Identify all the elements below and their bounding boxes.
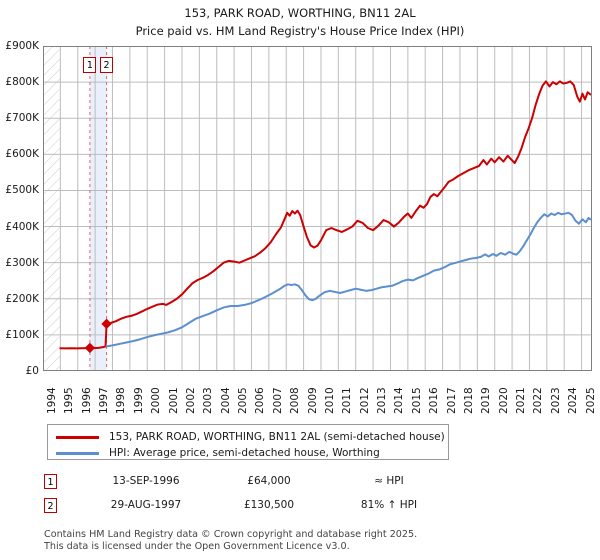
x-tick-label: 2010 — [323, 387, 336, 414]
transaction-date: 29-AUG-1997 — [110, 499, 182, 511]
sale-marker-lines — [89, 46, 108, 371]
footer-line-2: This data is licensed under the Open Gov… — [44, 540, 350, 552]
footer-attribution: Contains HM Land Registry data © Crown c… — [44, 529, 584, 552]
x-tick-label: 2001 — [167, 387, 180, 414]
plot-border — [43, 46, 592, 371]
chart-title-block: 153, PARK ROAD, WORTHING, BN11 2AL Price… — [0, 0, 600, 40]
transaction-hpi-delta: ≈ HPI — [374, 475, 404, 487]
x-tick-label: 1999 — [132, 387, 145, 414]
x-tick-label: 1994 — [46, 387, 58, 414]
x-tick-label: 2002 — [184, 387, 197, 414]
sale-point-markers — [84, 318, 112, 354]
y-tick-label: £300K — [5, 256, 39, 269]
x-tick-label: 2013 — [376, 387, 389, 414]
x-tick-label: 1995 — [63, 387, 76, 414]
x-tick-label: 2025 — [584, 387, 597, 414]
x-tick-label: 2019 — [480, 387, 493, 414]
x-tick-label: 2024 — [567, 387, 580, 414]
x-tick-label: 2021 — [515, 387, 528, 414]
x-tick-label: 2000 — [150, 387, 163, 414]
page-title: 153, PARK ROAD, WORTHING, BN11 2AL — [184, 6, 416, 20]
x-axis: 1994 1995 1996 1997 1998 1999 2000 2001 2002 2003… — [43, 374, 597, 416]
legend-label: HPI: Average price, semi-detached house,… — [109, 447, 380, 459]
legend-label: 153, PARK ROAD, WORTHING, BN11 2AL (semi… — [109, 431, 445, 443]
legend-entry: HPI: Average price, semi-detached house,… — [48, 444, 380, 462]
y-tick-label: £500K — [5, 184, 39, 197]
x-tick-label: 2014 — [393, 387, 406, 414]
table-row[interactable]: 2 29-AUG-1997 £130,500 81% ↑ HPI — [44, 496, 464, 520]
x-tick-label: 2007 — [271, 387, 284, 414]
x-tick-label: 2003 — [202, 387, 215, 414]
x-tick-label: 2022 — [532, 387, 545, 414]
transaction-index-badge[interactable]: 1 — [44, 474, 57, 489]
line-swatch-price — [56, 435, 99, 439]
sale-flag-2[interactable]: 2 — [100, 57, 114, 73]
x-tick-label: 2004 — [219, 387, 232, 414]
x-tick-label: 2011 — [341, 387, 354, 414]
y-tick-label: £200K — [5, 292, 39, 305]
footer-line-1: Contains HM Land Registry data © Crown c… — [44, 529, 418, 540]
x-tick-label: 2006 — [254, 387, 267, 414]
chart-series-lines — [59, 80, 592, 350]
page-subtitle: Price paid vs. HM Land Registry's House … — [135, 24, 465, 38]
y-tick-label: £0 — [25, 365, 39, 377]
y-tick-label: £100K — [5, 328, 39, 341]
sale-flag-1[interactable]: 1 — [83, 57, 97, 73]
x-tick-label: 2023 — [549, 387, 562, 414]
transaction-hpi-delta: 81% ↑ HPI — [360, 499, 418, 511]
x-tick-label: 2005 — [237, 387, 250, 414]
chart-svg — [43, 46, 592, 371]
y-axis: £0 £100K £200K £300K £400K £500K £600K £700K £80… — [0, 41, 39, 377]
transaction-price: £64,000 — [247, 475, 291, 487]
transactions-table: 1 13-SEP-1996 £64,000 ≈ HPI 2 29-AUG-1997 £130… — [44, 472, 464, 520]
chart-gridlines — [43, 46, 592, 371]
y-tick-label: £600K — [5, 148, 39, 161]
x-tick-label: 2012 — [358, 387, 371, 414]
no-data-hatched-region — [43, 46, 61, 371]
highlight-band — [89, 46, 107, 371]
x-tick-label: 2016 — [428, 387, 441, 414]
line-swatch-hpi — [56, 451, 99, 455]
x-tick-label: 2017 — [445, 387, 458, 414]
x-tick-label: 2015 — [410, 387, 423, 414]
x-tick-label: 1997 — [98, 387, 111, 414]
y-tick-label: £400K — [5, 220, 39, 233]
x-tick-label: 1998 — [115, 387, 128, 414]
chart-legend: 153, PARK ROAD, WORTHING, BN11 2AL (semi… — [47, 424, 449, 460]
y-tick-label: £800K — [5, 76, 39, 89]
table-row[interactable]: 1 13-SEP-1996 £64,000 ≈ HPI — [44, 472, 464, 496]
x-tick-label: 2018 — [462, 387, 475, 414]
x-tick-label: 2009 — [306, 387, 319, 414]
transaction-price: £130,500 — [243, 499, 295, 511]
transaction-date: 13-SEP-1996 — [112, 475, 180, 487]
y-tick-label: £700K — [5, 112, 39, 125]
x-tick-label: 2008 — [289, 387, 302, 414]
x-tick-label: 1996 — [80, 387, 93, 414]
y-tick-label: £900K — [5, 40, 39, 52]
chart-plot-area: £0 £100K £200K £300K £400K £500K £600K £700K £80… — [5, 41, 592, 376]
x-tick-label: 2020 — [497, 387, 510, 414]
legend-entry: 153, PARK ROAD, WORTHING, BN11 2AL (semi… — [48, 428, 445, 446]
transaction-index-badge[interactable]: 2 — [44, 498, 57, 513]
